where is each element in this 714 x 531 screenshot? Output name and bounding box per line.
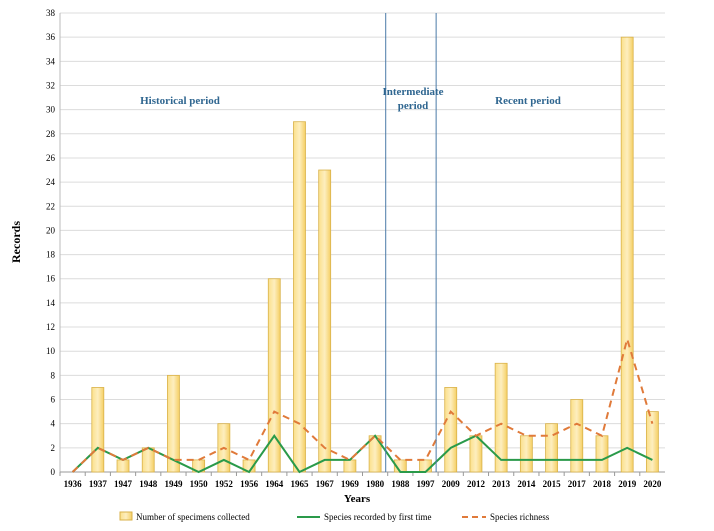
bar — [469, 435, 483, 473]
y-tick-label: 20 — [46, 225, 56, 235]
x-tick-label: 2009 — [442, 479, 461, 489]
y-tick-label: 34 — [46, 56, 56, 66]
y-tick-label: 18 — [46, 250, 56, 260]
annotation-intermediate: Intermediate — [382, 86, 443, 98]
first-record-line — [71, 434, 653, 474]
y-tick-label: 22 — [46, 201, 55, 211]
bar — [444, 387, 458, 473]
legend-label-first: Species recorded by first time — [324, 512, 431, 522]
x-tick-label: 1969 — [341, 479, 360, 489]
x-tick-label: 1952 — [215, 479, 234, 489]
bar — [595, 435, 609, 473]
x-tick-label: 1988 — [391, 479, 410, 489]
y-axis-title: Records — [9, 221, 23, 263]
x-tick-label: 1967 — [316, 479, 335, 489]
bar — [141, 447, 155, 473]
bar — [570, 399, 584, 473]
y-tick-label: 4 — [51, 419, 56, 429]
x-tick-label: 1950 — [190, 479, 209, 489]
bar — [620, 36, 634, 473]
x-tick-label: 2013 — [492, 479, 511, 489]
y-tick-label: 0 — [51, 467, 56, 477]
y-tick-label: 30 — [46, 105, 56, 115]
annotation-intermediate-2: period — [398, 100, 429, 112]
y-tick-label: 32 — [46, 80, 55, 90]
x-tick-label: 1936 — [64, 479, 83, 489]
x-tick-label: 1980 — [366, 479, 385, 489]
species-richness-line — [71, 335, 654, 473]
y-tick-label: 12 — [46, 322, 55, 332]
x-tick-label: 1947 — [114, 479, 133, 489]
x-tick-label: 2014 — [517, 479, 536, 489]
y-tick-label: 14 — [46, 298, 56, 308]
x-tick-label: 1937 — [89, 479, 108, 489]
legend-label-bars: Number of specimens collected — [136, 512, 250, 522]
bar — [494, 362, 508, 473]
bar — [645, 411, 659, 473]
x-tick-label: 1965 — [290, 479, 309, 489]
y-tick-label: 28 — [46, 129, 56, 139]
legend-swatch-bars — [119, 511, 133, 521]
bar — [267, 278, 281, 473]
x-tick-label: 1948 — [139, 479, 158, 489]
bar — [545, 423, 558, 473]
bar — [519, 435, 533, 473]
y-tick-label: 16 — [46, 274, 56, 284]
bar — [419, 459, 432, 473]
annotation-recent: Recent period — [495, 95, 561, 107]
x-axis-title: Years — [344, 493, 371, 505]
y-tick-label: 24 — [46, 177, 56, 187]
y-tick-label: 10 — [46, 346, 56, 356]
x-tick-label: 2015 — [543, 479, 562, 489]
bar — [116, 459, 130, 473]
bar — [167, 374, 180, 473]
x-tick-label: 2019 — [618, 479, 637, 489]
x-tick-label: 2020 — [643, 479, 662, 489]
annotation-historical: Historical period — [140, 95, 220, 107]
y-tick-label: 2 — [51, 443, 56, 453]
x-tick-label: 1964 — [265, 479, 284, 489]
x-tick-label: 2018 — [593, 479, 612, 489]
y-tick-label: 26 — [46, 153, 56, 163]
legend-label-richness: Species richness — [490, 512, 550, 522]
bar — [343, 459, 357, 473]
bar — [91, 387, 105, 473]
x-tick-label: 1949 — [164, 479, 183, 489]
bar — [293, 121, 306, 473]
x-tick-label: 1997 — [417, 479, 436, 489]
x-tick-label: 2017 — [568, 479, 587, 489]
y-tick-label: 38 — [46, 8, 56, 18]
y-tick-label: 8 — [51, 370, 56, 380]
x-tick-label: 2012 — [467, 479, 486, 489]
y-tick-label: 6 — [51, 395, 56, 405]
x-tick-label: 1956 — [240, 479, 259, 489]
bar — [318, 169, 332, 473]
y-tick-label: 36 — [46, 32, 56, 42]
